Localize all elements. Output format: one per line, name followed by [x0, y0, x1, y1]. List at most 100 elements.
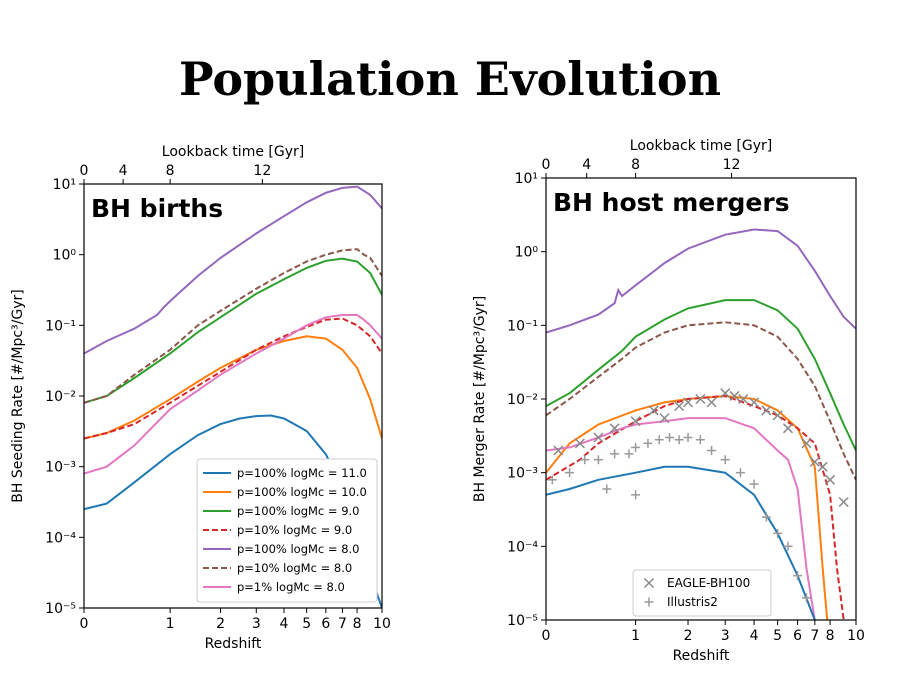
scatter-point-0-8 — [682, 397, 694, 408]
x-tick-label: 7 — [338, 616, 347, 632]
y-tick-label: 10¹ — [53, 177, 76, 193]
scatter-point-1-2 — [580, 455, 590, 465]
top-axis-label: Lookback time [Gyr] — [630, 138, 772, 154]
series-line-2 — [546, 321, 856, 481]
x-tick-label: 2 — [216, 616, 225, 632]
panel-label: BH births — [91, 194, 223, 223]
x-tick-label: 1 — [631, 628, 640, 644]
scatter-point-1-4 — [610, 449, 620, 459]
scatter-point-1-12 — [695, 435, 705, 445]
scatter-point-0-16 — [772, 410, 783, 421]
scatter-point-0-0 — [553, 445, 564, 456]
scatter-point-0-12 — [729, 390, 740, 401]
scatter-point-1-10 — [674, 435, 684, 445]
scatter-point-0-2 — [593, 432, 604, 443]
x-tick-label: 6 — [321, 616, 330, 632]
panel-label: BH host mergers — [553, 188, 790, 217]
scatter-point-0-7 — [674, 401, 685, 412]
series-line-6 — [84, 314, 382, 475]
legend-label: p=10% logMc = 9.0 — [237, 523, 352, 537]
top-tick-label: 4 — [119, 163, 128, 179]
y-tick-label: 10⁻⁴ — [45, 530, 76, 546]
y-tick-label: 10⁰ — [53, 248, 77, 264]
scatter-point-1-15 — [735, 468, 745, 478]
scatter-point-1-5 — [624, 449, 634, 459]
series-line-6 — [546, 465, 816, 620]
x-tick-label: 3 — [721, 628, 730, 644]
series-line-1 — [546, 299, 856, 451]
series-line-5 — [84, 248, 382, 404]
scatter-point-1-7 — [643, 438, 653, 448]
x-tick-label: 0 — [542, 628, 551, 644]
scatter-point-0-18 — [801, 438, 812, 449]
scatter-point-0-21 — [825, 474, 836, 485]
top-tick-label: 0 — [80, 163, 89, 179]
scatter-point-0-1 — [574, 438, 585, 449]
x-tick-label: 8 — [826, 628, 835, 644]
x-tick-label: 2 — [684, 628, 693, 644]
y-tick-label: 10⁻⁵ — [45, 601, 76, 617]
top-tick-label: 12 — [253, 163, 271, 179]
scatter-point-0-14 — [749, 397, 760, 408]
x-tick-label: 4 — [280, 616, 289, 632]
y-tick-label: 10⁻² — [507, 392, 538, 408]
legend-label: p=100% logMc = 10.0 — [237, 485, 367, 499]
top-tick-label: 4 — [582, 157, 591, 173]
legend-box — [196, 458, 378, 603]
scatter-point-1-18 — [773, 528, 783, 538]
y-axis-label: BH Seeding Rate [#/Mpc³/Gyr] — [10, 289, 26, 503]
y-tick-label: 10⁻² — [45, 389, 76, 405]
legend-label: p=10% logMc = 8.0 — [237, 561, 352, 575]
scatter-point-0-9 — [695, 393, 706, 405]
scatter-point-0-10 — [706, 397, 717, 408]
legend-marker — [644, 597, 654, 607]
scatter-point-0-15 — [761, 405, 772, 416]
x-tick-label: 0 — [80, 616, 89, 632]
scatter-point-0-11 — [720, 388, 731, 399]
legend-label: p=1% logMc = 8.0 — [237, 580, 345, 594]
scatter-point-0-19 — [809, 456, 820, 467]
scatter-point-0-5 — [648, 405, 659, 416]
y-tick-label: 10⁻³ — [507, 466, 538, 482]
scatter-point-1-21 — [801, 593, 811, 603]
scatter-point-1-14 — [720, 455, 730, 465]
scatter-point-1-23 — [602, 484, 612, 494]
y-axis-label: BH Merger Rate [#/Mpc³/Gyr] — [472, 296, 488, 502]
top-tick-label: 0 — [542, 157, 551, 173]
scatter-point-1-16 — [749, 479, 759, 489]
top-tick-label: 8 — [631, 157, 640, 173]
series-line-2 — [84, 257, 382, 404]
scatter-point-1-6 — [631, 442, 641, 452]
scatter-point-1-19 — [783, 541, 793, 551]
series-line-4 — [546, 394, 845, 620]
scatter-point-1-20 — [793, 571, 803, 581]
series-line-5 — [546, 417, 816, 620]
scatter-point-1-9 — [665, 433, 675, 443]
scatter-point-1-8 — [654, 435, 664, 445]
x-tick-label: 10 — [373, 616, 391, 632]
x-tick-label: 7 — [810, 628, 819, 644]
scatter-point-1-22 — [631, 490, 641, 500]
legend-label: Illustris2 — [667, 595, 718, 609]
scatter-point-1-1 — [565, 468, 575, 478]
y-tick-label: 10⁰ — [515, 245, 539, 261]
y-tick-label: 10⁻⁵ — [507, 613, 538, 629]
x-tick-label: 3 — [252, 616, 261, 632]
legend-label: p=100% logMc = 11.0 — [237, 466, 367, 480]
plot-area — [546, 228, 856, 620]
scatter-point-1-13 — [707, 445, 717, 455]
y-tick-label: 10¹ — [515, 171, 538, 187]
scatter-point-1-11 — [683, 433, 693, 443]
top-axis-label: Lookback time [Gyr] — [162, 144, 304, 160]
x-tick-label: 8 — [353, 616, 362, 632]
scatter-point-0-6 — [659, 413, 670, 424]
top-tick-label: 12 — [723, 157, 741, 173]
scatter-point-1-0 — [547, 475, 557, 485]
series-line-4 — [84, 185, 382, 355]
series-line-1 — [84, 335, 382, 440]
scatter-point-0-3 — [609, 423, 620, 434]
slide-title: Population Evolution — [178, 52, 722, 106]
legend-marker — [643, 577, 655, 589]
